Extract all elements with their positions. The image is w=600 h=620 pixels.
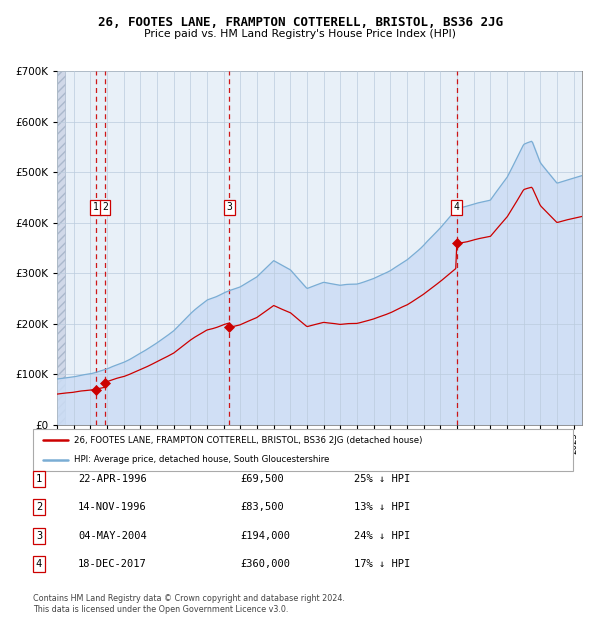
Text: 17% ↓ HPI: 17% ↓ HPI bbox=[354, 559, 410, 569]
Text: 1: 1 bbox=[36, 474, 42, 484]
Text: 1: 1 bbox=[92, 202, 98, 213]
Text: 2: 2 bbox=[102, 202, 108, 213]
Text: HPI: Average price, detached house, South Gloucestershire: HPI: Average price, detached house, Sout… bbox=[74, 455, 329, 464]
Text: 13% ↓ HPI: 13% ↓ HPI bbox=[354, 502, 410, 512]
Text: 2: 2 bbox=[36, 502, 42, 512]
Text: £194,000: £194,000 bbox=[240, 531, 290, 541]
FancyBboxPatch shape bbox=[33, 429, 573, 471]
Text: £83,500: £83,500 bbox=[240, 502, 284, 512]
Text: 22-APR-1996: 22-APR-1996 bbox=[78, 474, 147, 484]
Text: 18-DEC-2017: 18-DEC-2017 bbox=[78, 559, 147, 569]
Text: 25% ↓ HPI: 25% ↓ HPI bbox=[354, 474, 410, 484]
Text: £360,000: £360,000 bbox=[240, 559, 290, 569]
Text: 3: 3 bbox=[36, 531, 42, 541]
Text: 4: 4 bbox=[36, 559, 42, 569]
Text: £69,500: £69,500 bbox=[240, 474, 284, 484]
Text: Contains HM Land Registry data © Crown copyright and database right 2024.
This d: Contains HM Land Registry data © Crown c… bbox=[33, 595, 345, 614]
Text: 4: 4 bbox=[454, 202, 460, 213]
Text: 26, FOOTES LANE, FRAMPTON COTTERELL, BRISTOL, BS36 2JG (detached house): 26, FOOTES LANE, FRAMPTON COTTERELL, BRI… bbox=[74, 436, 422, 445]
Text: 26, FOOTES LANE, FRAMPTON COTTERELL, BRISTOL, BS36 2JG: 26, FOOTES LANE, FRAMPTON COTTERELL, BRI… bbox=[97, 16, 503, 29]
Text: Price paid vs. HM Land Registry's House Price Index (HPI): Price paid vs. HM Land Registry's House … bbox=[144, 29, 456, 39]
Text: 14-NOV-1996: 14-NOV-1996 bbox=[78, 502, 147, 512]
Text: 04-MAY-2004: 04-MAY-2004 bbox=[78, 531, 147, 541]
Text: 24% ↓ HPI: 24% ↓ HPI bbox=[354, 531, 410, 541]
Text: 3: 3 bbox=[226, 202, 232, 213]
